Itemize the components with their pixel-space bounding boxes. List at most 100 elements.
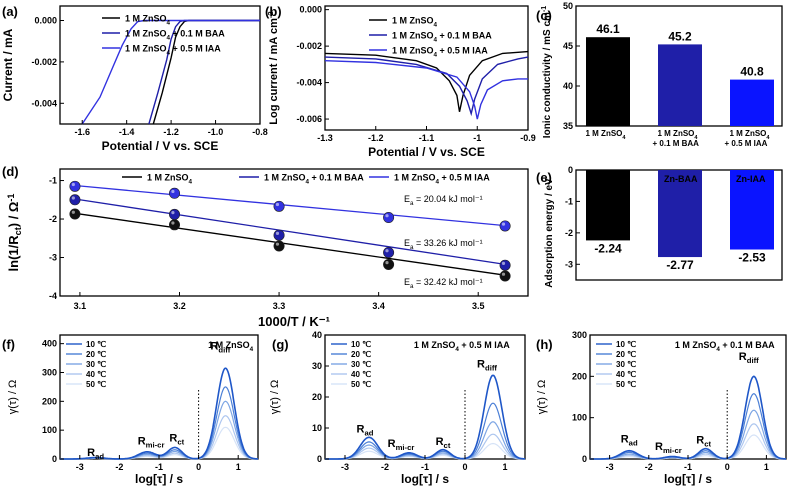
panel-f-ytick-label: 300: [42, 367, 57, 377]
panel-d-annotation-0-part: = 32.42 kJ mol⁻¹: [414, 277, 483, 287]
panel-a-legend-2-label-part: 1 M ZnSO: [125, 44, 167, 54]
panel-g-ytick-label: 10: [312, 423, 322, 433]
panel-a-legend-1-label: 1 M ZnSO4 + 0.1 M BAA: [125, 29, 225, 42]
panel-e-category-2-part: Zn-IAA: [736, 174, 766, 184]
panel-h-peak-label-2-part: R: [696, 434, 704, 446]
panel-a-xtick-label: -1.2: [163, 127, 179, 137]
panel-h-xtick-label: 1: [764, 462, 769, 472]
panel-e-ytick-label: -2: [565, 228, 573, 238]
panel-d-point-shine-0: [171, 221, 175, 225]
panel-e-category-0-part: O: [616, 174, 623, 184]
panel-d-annotation-0: Ea = 32.42 kJ mol⁻¹: [404, 277, 483, 290]
panel-d-point-shine-2: [275, 202, 280, 207]
panel-g-ytick-label: 20: [312, 392, 322, 402]
panel-c-category-1-0-part: 1 M ZnSO: [658, 129, 695, 138]
panel-d-annotation-2: Ea = 20.04 kJ mol⁻¹: [404, 194, 483, 207]
panel-d-point-2: [169, 187, 181, 199]
panel-h-peak-label-3: Rdiff: [739, 351, 759, 365]
panel-g-peak-label-0: Rad: [357, 424, 374, 438]
panel-f-xtick-label: -3: [76, 462, 84, 472]
panel-c-category-1-0-part: 4: [694, 135, 698, 141]
panel-d-point-0: [273, 240, 285, 252]
panel-g-legend-label-1: 20 ℃: [351, 350, 371, 359]
panel-a-xtick-label: -0.8: [252, 127, 268, 137]
panel-f-peak-label-1-part: mi-cr: [146, 441, 165, 450]
panel-c-ylabel-part: -1: [541, 6, 548, 12]
panel-h-xtick-label: 0: [725, 462, 730, 472]
panel-h-peak-label-0: Rad: [621, 433, 638, 447]
panel-h-peak-label-1-part: mi-cr: [663, 446, 682, 455]
panel-d-point-shine-2: [171, 189, 175, 194]
panel-label: (f): [2, 337, 15, 352]
panel-c-category-1-1: + 0.1 M BAA: [653, 139, 700, 148]
panel-f-peak-label-0: Rad: [87, 447, 104, 461]
panel-d-point-shine-0: [71, 210, 75, 214]
panel-a-xtick-label: -1.4: [119, 127, 135, 137]
panel-a-legend-0-label-part: 4: [167, 20, 171, 27]
panel-b-legend-0-label-part: 1 M ZnSO: [392, 16, 434, 26]
panel-f-xtick-label: -1: [155, 462, 163, 472]
panel-d-point-shine-2: [501, 222, 506, 226]
panel-e-category-0-part: Zn-H: [592, 174, 613, 184]
panel-d-legend-0-label-part: 4: [189, 179, 193, 186]
panel-a-series-2: [81, 19, 260, 125]
panel-e-category-2: Zn-IAA: [736, 174, 766, 184]
panel-f-title-part: 4: [250, 346, 254, 353]
panel-d-legend-2-label-part: + 0.5 M IAA: [439, 173, 490, 183]
panel-h-peak-label-2-part: ct: [704, 439, 711, 448]
panel-e-category-0-part: 2: [613, 180, 617, 187]
panel-d-xtick-label: 3.1: [74, 301, 87, 311]
panel-d-xtick-label: 3.4: [372, 301, 385, 311]
panel-g-peak-label-3: Rdiff: [477, 359, 497, 373]
panel-a-legend-2-label-part: + 0.5 M IAA: [170, 44, 221, 54]
panel-a-legend-1-label-part: 4: [167, 35, 171, 42]
panel-a-ytick-label: 0.000: [34, 15, 57, 25]
panel-f-peak-label-2: Rct: [169, 433, 184, 447]
panel-h-legend-label-1: 20 ℃: [616, 350, 636, 359]
panel-d-annotation-2-part: E: [404, 194, 410, 204]
panel-d-legend-1-label-part: 4: [306, 179, 310, 186]
panel-c-category-2-0-part: 1 M ZnSO: [730, 129, 767, 138]
panel-g-title: 1 M ZnSO4 + 0.5 M IAA: [414, 340, 510, 353]
panel-g-title-part: + 0.5 M IAA: [459, 340, 510, 350]
panel-a-legend-0-label: 1 M ZnSO4: [125, 14, 171, 27]
panel-e-bar-1: [658, 170, 702, 258]
panel-g-xtick-label: 0: [462, 462, 467, 472]
panel-label: (d): [2, 164, 19, 179]
panel-h-ytick-label: 0: [582, 454, 587, 464]
panel-c-value-label-0: 46.1: [596, 22, 620, 36]
panel-e-bar-2: [730, 170, 774, 250]
panel-d-xtick-label: 3.2: [173, 301, 186, 311]
panel-h-title-part: + 0.1 M BAA: [720, 340, 775, 350]
panel-b-xtick-label: -1.2: [368, 133, 384, 143]
panel-b-ylabel: Log current / mA cm-2: [266, 11, 280, 124]
panel-b-xtick-label: -1.3: [317, 133, 333, 143]
panel-b-xtick-label: -1: [473, 133, 481, 143]
panel-b-series-1: [324, 56, 529, 117]
panel-d-annotation-2-part: a: [410, 200, 414, 207]
panel-c-category-2-1-part: + 0.5 M IAA: [725, 139, 768, 148]
panel-h-peak-label-3-part: diff: [747, 356, 759, 365]
panel-h-title-part: 1 M ZnSO: [675, 340, 717, 350]
panel-d-legend-0-label-part: 1 M ZnSO: [147, 173, 189, 183]
panel-b-legend-2-label: 1 M ZnSO4 + 0.5 M IAA: [392, 46, 488, 59]
panel-c-bar-1: [658, 44, 702, 126]
panel-b-legend-1-label: 1 M ZnSO4 + 0.1 M BAA: [392, 31, 492, 44]
panel-h-legend-label-0: 10 ℃: [616, 340, 636, 349]
panel-e-category-0: Zn-H2O: [592, 174, 623, 187]
panel-d-fit-1: [74, 198, 506, 266]
panel-b-ylabel-part: -2: [266, 11, 275, 18]
panel-d-point-shine-2: [71, 182, 75, 187]
panel-h-ytick-label: 100: [572, 413, 587, 423]
panel-d-point-0: [499, 270, 511, 282]
panel-g-xtick-label: -2: [381, 462, 389, 472]
panel-d-legend-1-label: 1 M ZnSO4 + 0.1 M BAA: [264, 173, 364, 186]
panel-h-legend-label-4: 50 ℃: [616, 380, 636, 389]
panel-label: (h): [536, 337, 553, 352]
panel-f-peak-label-1-part: R: [138, 436, 146, 448]
panel-h-peak-label-1-part: R: [655, 441, 663, 453]
panel-g-peak-label-3-part: R: [477, 359, 485, 371]
panel-d-point-2: [499, 220, 511, 232]
panel-g-peak-label-0-part: ad: [364, 429, 373, 438]
